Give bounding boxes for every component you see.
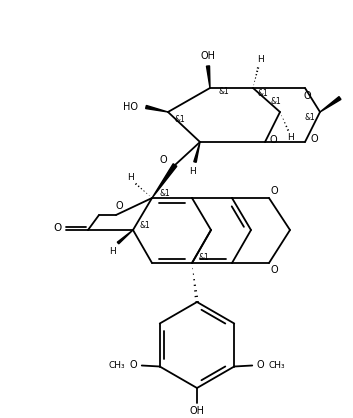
Text: O: O xyxy=(270,265,278,275)
Text: H: H xyxy=(189,166,195,176)
Polygon shape xyxy=(146,105,168,112)
Text: &1: &1 xyxy=(175,115,185,123)
Polygon shape xyxy=(207,66,210,88)
Text: O: O xyxy=(303,91,311,101)
Text: O: O xyxy=(54,223,62,233)
Polygon shape xyxy=(320,97,341,112)
Text: CH₃: CH₃ xyxy=(269,361,286,370)
Text: &1: &1 xyxy=(140,221,150,229)
Text: HO: HO xyxy=(122,102,138,112)
Polygon shape xyxy=(194,142,200,162)
Text: H: H xyxy=(127,173,133,181)
Text: H: H xyxy=(110,247,116,255)
Text: O: O xyxy=(310,134,318,144)
Text: &1: &1 xyxy=(199,253,209,263)
Text: O: O xyxy=(269,135,277,145)
Text: &1: &1 xyxy=(305,112,315,122)
Text: O: O xyxy=(270,186,278,196)
Text: O: O xyxy=(256,360,264,370)
Text: &1: &1 xyxy=(271,97,281,107)
Text: O: O xyxy=(159,155,167,165)
Text: O: O xyxy=(115,201,123,211)
Text: &1: &1 xyxy=(219,87,229,95)
Text: CH₃: CH₃ xyxy=(108,361,125,370)
Text: H: H xyxy=(287,133,293,143)
Text: &1: &1 xyxy=(160,189,170,197)
Text: &1: &1 xyxy=(258,89,268,97)
Text: O: O xyxy=(130,360,138,370)
Text: H: H xyxy=(257,54,263,64)
Text: OH: OH xyxy=(190,406,204,416)
Polygon shape xyxy=(117,230,133,244)
Polygon shape xyxy=(152,164,177,198)
Text: OH: OH xyxy=(201,51,215,61)
